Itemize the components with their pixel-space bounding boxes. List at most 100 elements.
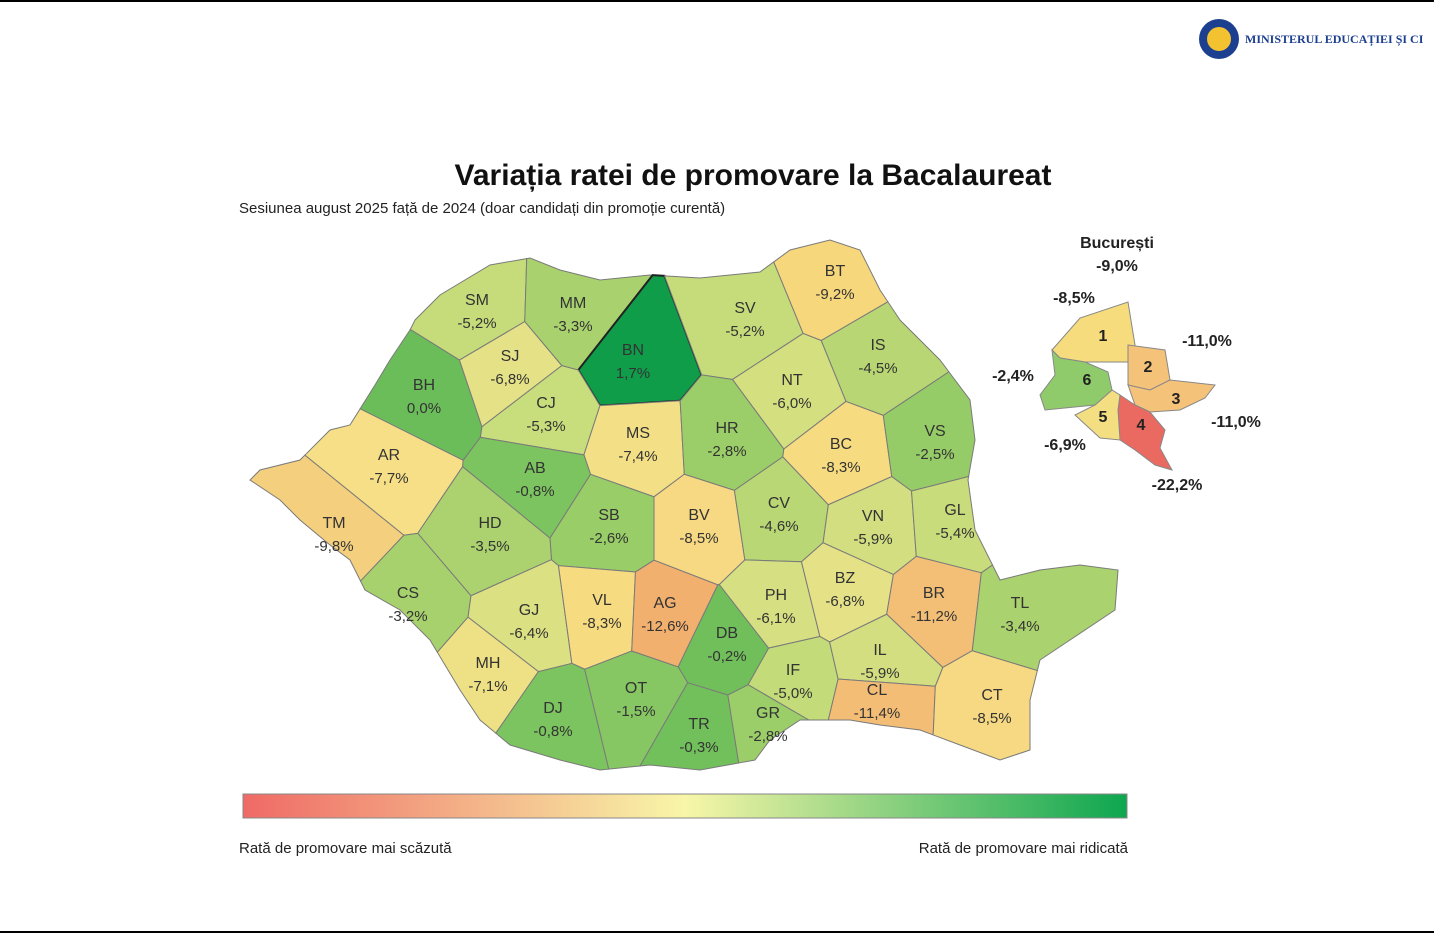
county xyxy=(932,650,1038,761)
county-value: -0,2% xyxy=(707,648,746,665)
county-value: -3,2% xyxy=(388,608,427,625)
county-code: BC xyxy=(830,436,852,453)
county-code: BT xyxy=(825,263,846,280)
county-code: BN xyxy=(622,342,644,359)
title: Variația ratei de promovare la Bacalaure… xyxy=(455,159,1052,192)
county-code: BV xyxy=(688,507,710,524)
county-code: BR xyxy=(923,585,945,602)
county-code: SB xyxy=(598,507,619,524)
county-value: -9,8% xyxy=(314,538,353,555)
county-value: -0,3% xyxy=(679,739,718,756)
county-code: PH xyxy=(765,587,787,604)
sector-number: 1 xyxy=(1099,328,1108,345)
ministry-logo: MINISTERUL EDUCAȚIEI ȘI CI xyxy=(1199,19,1424,59)
county-code: VS xyxy=(924,423,945,440)
county-code: BH xyxy=(413,377,435,394)
sector-value: -11,0% xyxy=(1182,333,1232,350)
county-value: -8,3% xyxy=(582,615,621,632)
county-value: -3,5% xyxy=(470,538,509,555)
county-value: -5,9% xyxy=(860,665,899,682)
county-code: SJ xyxy=(501,348,520,365)
county-code: IL xyxy=(873,642,886,659)
county-code: TM xyxy=(322,515,345,532)
county-value: -2,5% xyxy=(915,446,954,463)
sector-value: -8,5% xyxy=(1053,290,1095,307)
county-value: -3,4% xyxy=(1000,618,1039,635)
county-code: IS xyxy=(870,337,885,354)
county-code: IF xyxy=(786,662,800,679)
legend-high: Rată de promovare mai ridicată xyxy=(919,840,1129,857)
county-value: -5,0% xyxy=(773,685,812,702)
county-value: 1,7% xyxy=(616,365,650,382)
county-value: -2,8% xyxy=(707,443,746,460)
county-code: TR xyxy=(688,716,709,733)
county-value: -8,5% xyxy=(679,530,718,547)
county-value: -1,5% xyxy=(616,703,655,720)
county-value: -7,7% xyxy=(369,470,408,487)
county-code: NT xyxy=(781,372,803,389)
county-code: CS xyxy=(397,585,419,602)
county-value: -5,4% xyxy=(935,525,974,542)
legend-low: Rată de promovare mai scăzută xyxy=(239,840,452,857)
bucharest-name: București xyxy=(1080,235,1154,252)
sector-number: 6 xyxy=(1083,372,1092,389)
county-value: -5,9% xyxy=(853,531,892,548)
county-code: TL xyxy=(1011,595,1030,612)
sector-value: -6,9% xyxy=(1044,437,1086,454)
county-code: DJ xyxy=(543,700,563,717)
sector xyxy=(1074,389,1121,441)
county-value: -6,1% xyxy=(756,610,795,627)
county xyxy=(727,684,811,764)
county-code: MH xyxy=(476,655,501,672)
county-code: GR xyxy=(756,705,780,722)
sector-value: -22,2% xyxy=(1152,477,1203,494)
counties xyxy=(249,239,1119,771)
county-code: CL xyxy=(867,682,888,699)
county-code: MS xyxy=(626,425,650,442)
county-code: CT xyxy=(981,687,1003,704)
sector-value: -11,0% xyxy=(1211,414,1261,431)
sector xyxy=(1039,348,1113,411)
county-value: -4,5% xyxy=(858,360,897,377)
county-code: GJ xyxy=(519,602,539,619)
county-value: -0,8% xyxy=(515,483,554,500)
county-code: CJ xyxy=(536,395,556,412)
ministry-name: MINISTERUL EDUCAȚIEI ȘI CI xyxy=(1245,32,1424,47)
county-code: HR xyxy=(715,420,738,437)
county xyxy=(436,616,540,734)
county-value: 0,0% xyxy=(407,400,441,417)
county-value: -7,1% xyxy=(468,678,507,695)
county-code: DB xyxy=(716,625,738,642)
sector-value: -2,4% xyxy=(992,368,1034,385)
county-value: -0,8% xyxy=(533,723,572,740)
county-code: AG xyxy=(653,595,676,612)
county xyxy=(495,662,610,771)
county-value: -7,4% xyxy=(618,448,657,465)
county-value: -6,0% xyxy=(772,395,811,412)
county-code: HD xyxy=(478,515,501,532)
county-value: -11,2% xyxy=(911,608,957,625)
subtitle: Sesiunea august 2025 față de 2024 (doar … xyxy=(239,200,725,217)
county-value: -3,3% xyxy=(553,318,592,335)
sector xyxy=(1051,301,1136,363)
legend-gradient xyxy=(242,793,1128,819)
county-value: -12,6% xyxy=(641,618,689,635)
county-code: SM xyxy=(465,292,489,309)
county-value: -6,4% xyxy=(509,625,548,642)
county-code: CV xyxy=(768,495,791,512)
county-value: -9,2% xyxy=(815,286,854,303)
county-value: -8,5% xyxy=(972,710,1011,727)
county-code: AB xyxy=(524,460,545,477)
county-code: VN xyxy=(862,508,884,525)
county-value: -5,2% xyxy=(457,315,496,332)
county-value: -6,8% xyxy=(825,593,864,610)
county-labels: SM -5,2% MM -3,3% BN 1,7% SV -5,2% BT -9,2% IS -4,5… xyxy=(314,263,1039,756)
sector-number: 2 xyxy=(1144,359,1153,376)
county-code: AR xyxy=(378,447,400,464)
county-value: -11,4% xyxy=(854,705,900,722)
county-code: MM xyxy=(560,295,587,312)
county xyxy=(827,678,936,736)
county-code: OT xyxy=(625,680,647,697)
